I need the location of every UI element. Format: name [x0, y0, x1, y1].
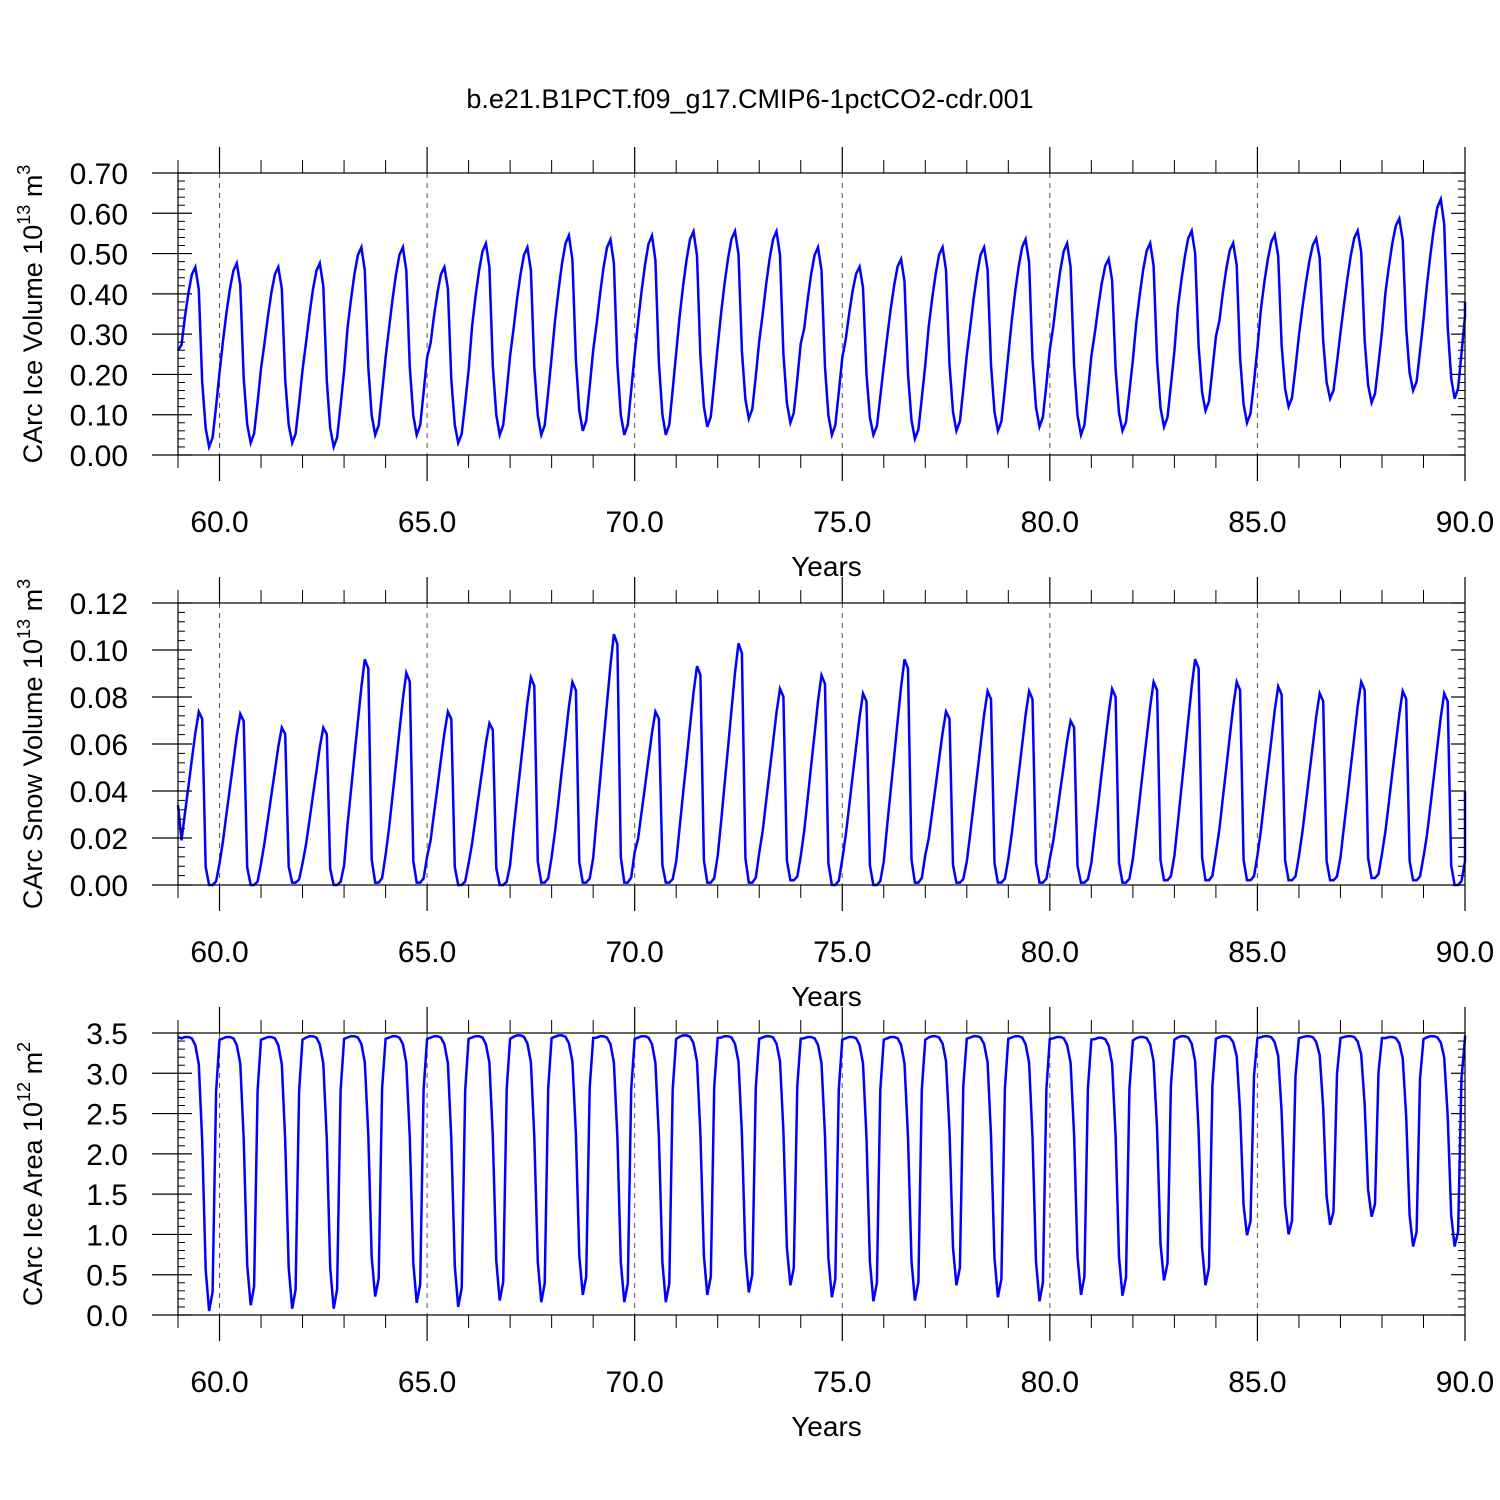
ice-volume-panel: 0.00 0.10 0.20 0.30 0.40 0.50 0.60 0.70 60.0 65.0… — [14, 147, 1494, 582]
y-tick-label: 3.0 — [86, 1058, 128, 1091]
snow-volume-axes: 0.00 0.02 0.04 0.06 0.08 0.10 0.12 60.0 65.0 70.0… — [70, 577, 1494, 969]
x-tick-label: 75.0 — [813, 1366, 871, 1399]
y-tick-label: 0.70 — [70, 158, 128, 191]
x-tick-label: 70.0 — [605, 1366, 663, 1399]
y-tick-label: 1.0 — [86, 1219, 128, 1252]
y-tick-label: 0.60 — [70, 198, 128, 231]
y-tick-label: 0.00 — [70, 870, 128, 903]
x-tick-label: 80.0 — [1021, 1366, 1079, 1399]
x-tick-label: 75.0 — [813, 506, 871, 539]
x-tick-label: 90.0 — [1436, 936, 1494, 969]
y-tick-label: 0.08 — [70, 682, 128, 715]
snow-volume-y-axis-label: CArc Snow Volume 1013 m3 — [14, 579, 48, 909]
y-tick-label: 0.02 — [70, 823, 128, 856]
x-tick-label: 85.0 — [1228, 936, 1286, 969]
x-tick-label: 70.0 — [605, 936, 663, 969]
x-tick-label: 80.0 — [1021, 936, 1079, 969]
y-tick-label: 0.00 — [70, 440, 128, 473]
x-tick-label: 60.0 — [190, 1366, 248, 1399]
ice-area-panel: 0.0 0.5 1.0 1.5 2.0 2.5 3.0 3.5 60.0 65.0 70.0 75.0… — [14, 1007, 1494, 1442]
ice-area-axes: 0.0 0.5 1.0 1.5 2.0 2.5 3.0 3.5 60.0 65.0 70.0 75.0… — [86, 1007, 1494, 1399]
x-tick-label: 65.0 — [398, 936, 456, 969]
x-tick-label: 65.0 — [398, 1366, 456, 1399]
ice-area-x-axis-label: Years — [791, 1411, 862, 1442]
x-tick-label: 75.0 — [813, 936, 871, 969]
ice-volume-y-axis-label: CArc Ice Volume 1013 m3 — [14, 165, 48, 464]
y-tick-label: 0.50 — [70, 239, 128, 272]
y-tick-label: 2.0 — [86, 1139, 128, 1172]
x-tick-label: 90.0 — [1436, 1366, 1494, 1399]
ice-volume-axes: 0.00 0.10 0.20 0.30 0.40 0.50 0.60 0.70 60.0 65.0… — [70, 147, 1494, 539]
snow-volume-series-line — [176, 633, 1467, 887]
snow-volume-panel: 0.00 0.02 0.04 0.06 0.08 0.10 0.12 60.0 65.0 70.0… — [14, 577, 1494, 1012]
y-tick-label: 0.40 — [70, 279, 128, 312]
y-tick-label: 0.0 — [86, 1300, 128, 1333]
y-tick-label: 0.04 — [70, 776, 128, 809]
y-tick-label: 0.10 — [70, 635, 128, 668]
ice-area-series-line — [177, 1034, 1467, 1312]
x-tick-label: 70.0 — [605, 506, 663, 539]
y-tick-label: 0.12 — [70, 588, 128, 621]
y-tick-label: 0.5 — [86, 1260, 128, 1293]
plot-frame — [177, 172, 1466, 456]
y-tick-label: 3.5 — [86, 1018, 128, 1051]
ice-area-grid — [219, 1033, 1258, 1315]
x-tick-label: 60.0 — [190, 506, 248, 539]
chart-title: b.e21.B1PCT.f09_g17.CMIP6-1pctCO2-cdr.00… — [466, 84, 1033, 114]
y-tick-label: 1.5 — [86, 1179, 128, 1212]
x-tick-label: 90.0 — [1436, 506, 1494, 539]
ice-volume-x-axis-label: Years — [791, 551, 862, 582]
snow-volume-x-axis-label: Years — [791, 981, 862, 1012]
y-tick-label: 0.30 — [70, 319, 128, 352]
ice-volume-series-line — [176, 194, 1467, 452]
x-tick-label: 60.0 — [190, 936, 248, 969]
x-tick-label: 80.0 — [1021, 506, 1079, 539]
ice-volume-grid — [219, 173, 1258, 455]
y-tick-label: 0.20 — [70, 359, 128, 392]
x-tick-label: 85.0 — [1228, 1366, 1286, 1399]
snow-volume-grid — [219, 603, 1258, 885]
y-tick-label: 0.10 — [70, 400, 128, 433]
x-tick-label: 65.0 — [398, 506, 456, 539]
ice-area-y-axis-label: CArc Ice Area 1012 m2 — [14, 1042, 48, 1306]
plot-frame — [177, 1032, 1466, 1316]
y-tick-label: 0.06 — [70, 729, 128, 762]
x-tick-label: 85.0 — [1228, 506, 1286, 539]
y-tick-label: 2.5 — [86, 1099, 128, 1132]
